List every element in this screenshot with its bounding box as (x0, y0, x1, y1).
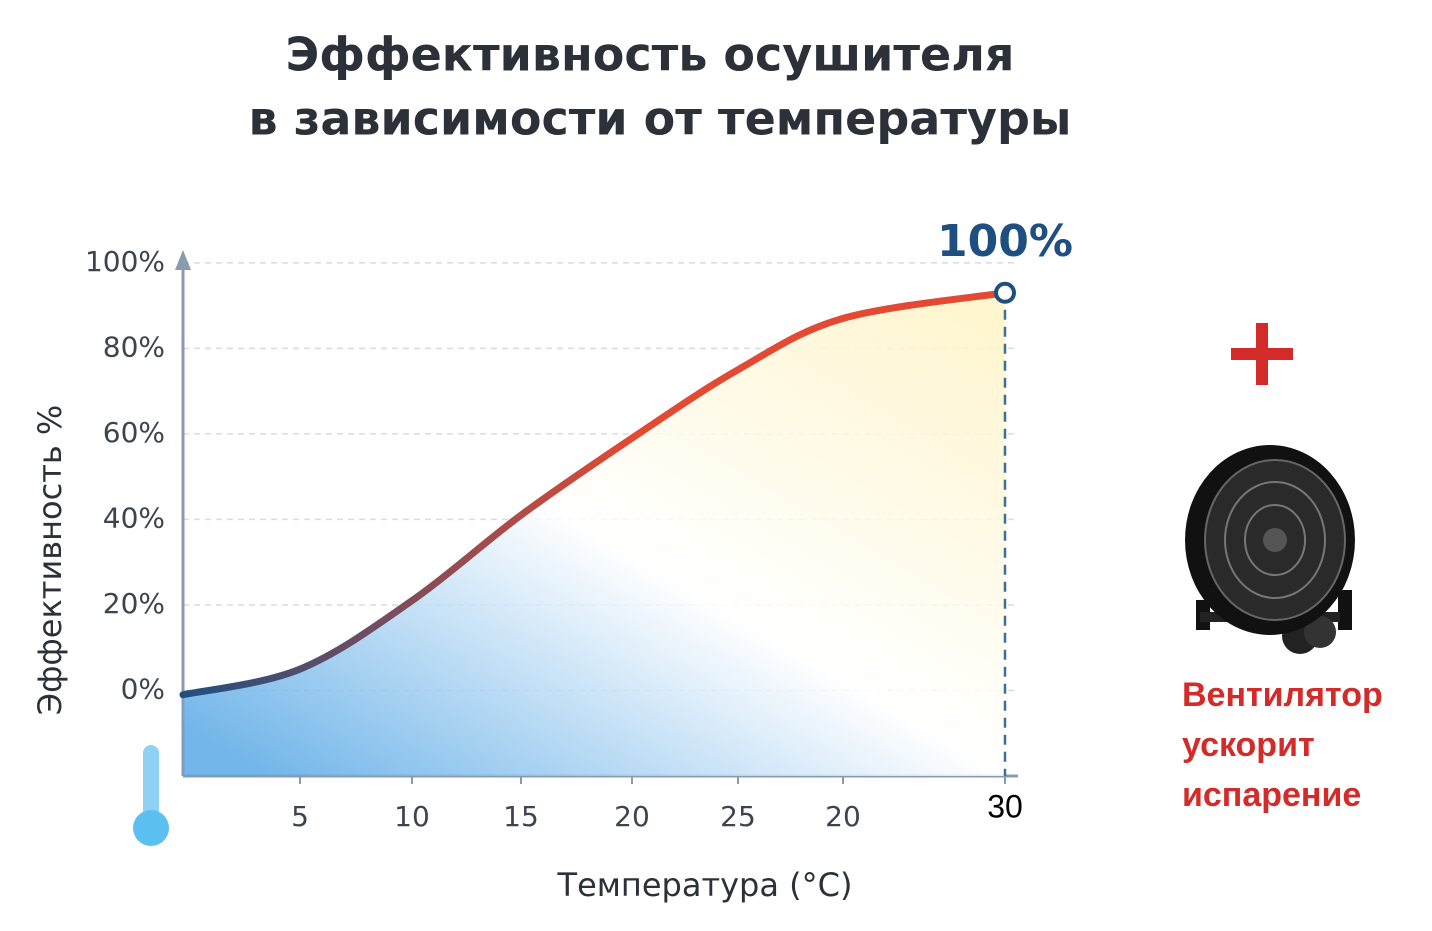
x-tick-label: 20 (614, 800, 650, 833)
fan-icon (1185, 445, 1355, 654)
y-tick-label: 40% (103, 501, 165, 534)
end-marker (994, 281, 1016, 304)
side-note: ускорит (1182, 726, 1315, 764)
y-axis-label: Эффективность % (31, 405, 69, 716)
y-tick-label: 80% (103, 330, 165, 363)
thermometer-icon (133, 745, 169, 846)
y-tick-label: 100% (85, 245, 165, 278)
side-note: Вентилятор (1182, 676, 1383, 714)
x-tick-label: 5 (291, 800, 309, 833)
y-tick-label: 0% (121, 672, 165, 705)
side-note: испарение (1182, 776, 1361, 814)
plus-icon (1231, 323, 1293, 385)
y-axis-arrow (175, 250, 191, 270)
title-line: Эффективность осушителя (286, 28, 1015, 82)
x-tick-label: 10 (394, 800, 430, 833)
annotation: 100% (937, 216, 1073, 267)
x-tick-label: 15 (503, 800, 539, 833)
line (179, 289, 1009, 699)
title-line: в зависимости от температуры (249, 92, 1072, 146)
y-tick-label: 20% (103, 587, 165, 620)
x-axis-label: Температура (°C) (557, 866, 853, 904)
area (183, 292, 1005, 776)
x-tick-label: 30 (987, 788, 1023, 824)
x-tick-label: 25 (720, 800, 756, 833)
y-tick-label: 60% (103, 416, 165, 449)
x-tick-label: 20 (825, 800, 861, 833)
